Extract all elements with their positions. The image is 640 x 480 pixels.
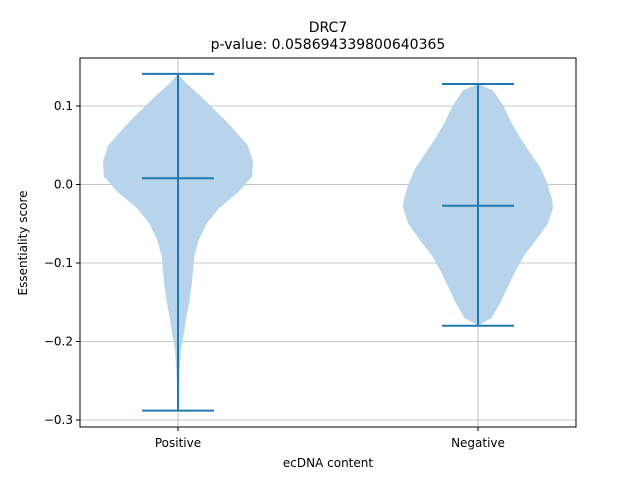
x-axis-label: ecDNA content bbox=[283, 456, 373, 470]
y-axis-label: Essentiality score bbox=[16, 191, 30, 296]
x-axis-ticks: Positive Negative bbox=[155, 427, 505, 450]
y-tick-label: 0.1 bbox=[54, 99, 73, 113]
chart-subtitle: p-value: 0.058694339800640365 bbox=[211, 37, 446, 53]
plot-frame bbox=[79, 57, 577, 428]
y-tick-label: 0.0 bbox=[54, 178, 73, 192]
x-tick-label: Positive bbox=[155, 436, 201, 450]
y-axis-ticks: 0.1 0.0 −0.1 −0.2 −0.3 bbox=[44, 99, 80, 427]
chart-title: DRC7 bbox=[309, 20, 348, 36]
x-tick-label: Negative bbox=[451, 436, 505, 450]
y-tick-label: −0.2 bbox=[44, 335, 73, 349]
y-tick-label: −0.1 bbox=[44, 256, 73, 270]
y-tick-label: −0.3 bbox=[44, 413, 73, 427]
violins bbox=[103, 72, 553, 412]
